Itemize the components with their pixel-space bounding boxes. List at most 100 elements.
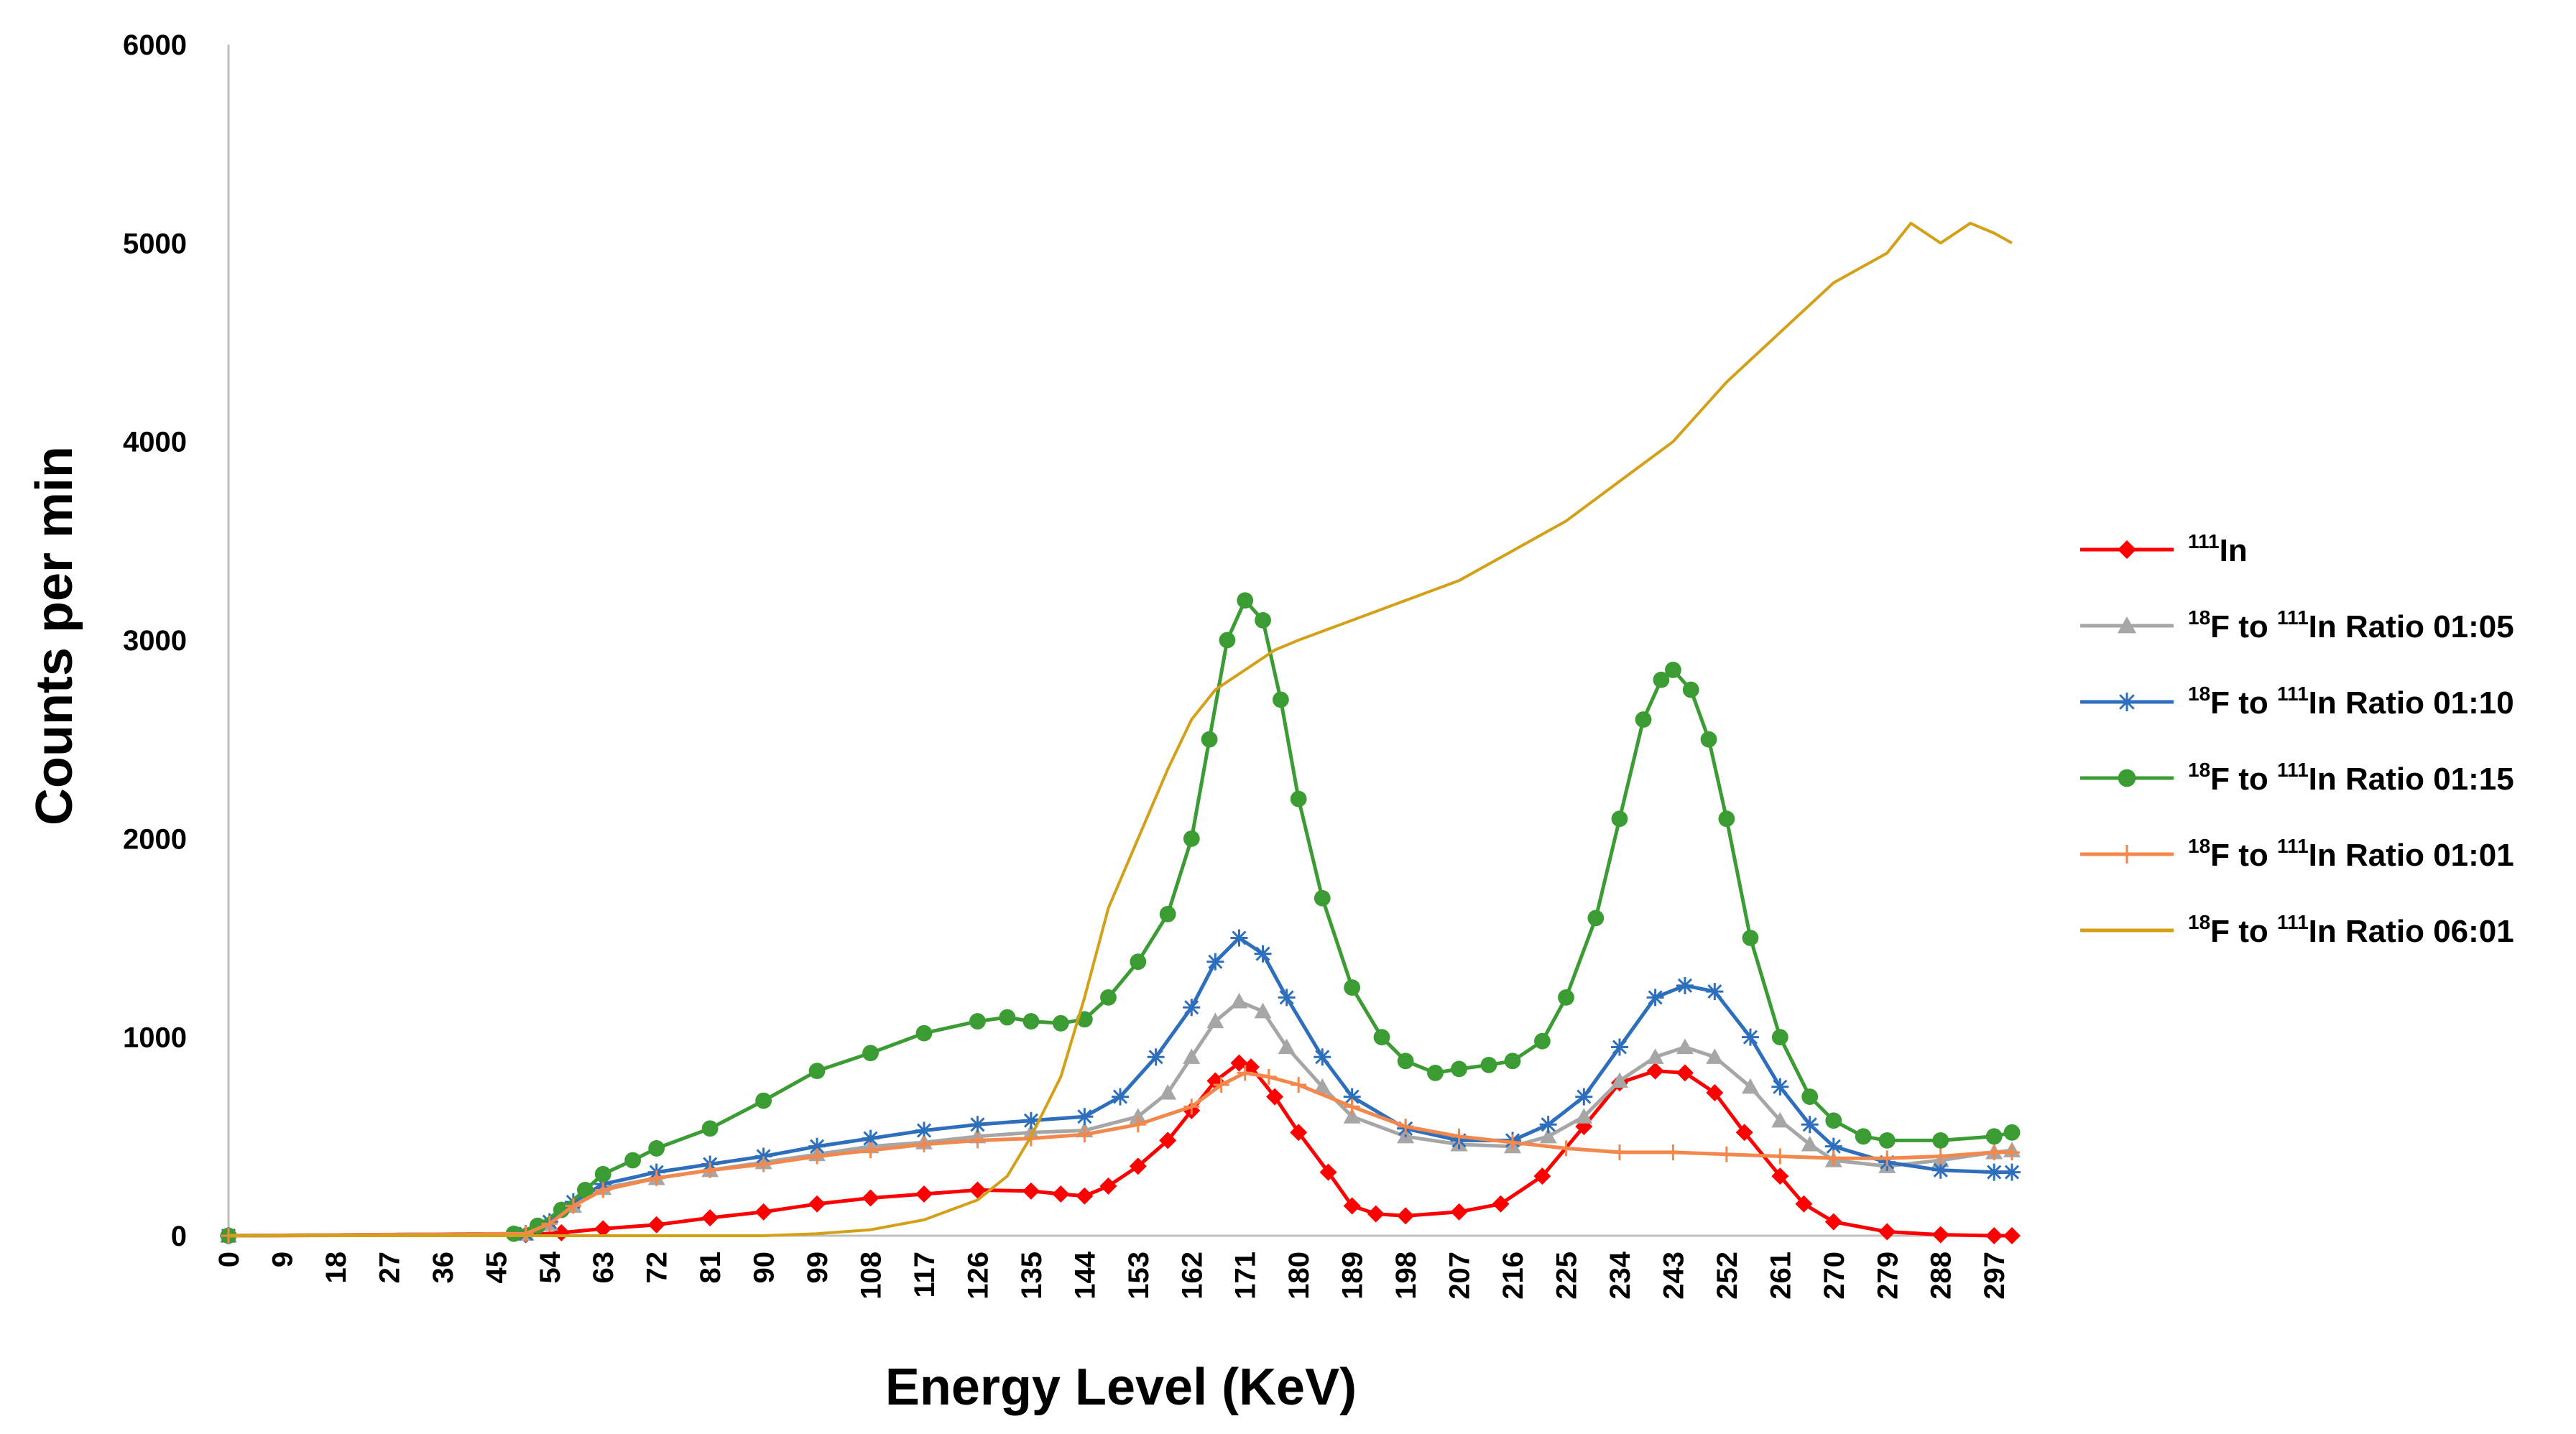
data-point [1242,1058,1260,1076]
x-tick-label: 180 [1283,1252,1315,1300]
data-point [1825,1112,1842,1129]
data-point [1611,1144,1628,1160]
y-tick-label: 3000 [123,625,187,657]
data-point [1706,1084,1724,1102]
data-point [1558,1140,1574,1157]
series-3 [220,592,2021,1244]
x-tick-label: 90 [749,1252,780,1284]
data-point [701,1209,719,1227]
data-point [1343,1108,1361,1124]
x-tick-label: 198 [1390,1252,1422,1300]
data-point [1653,671,1670,688]
y-tick-label: 6000 [123,29,187,61]
x-tick-label: 216 [1497,1252,1529,1300]
tick-labels: 0 1000 2000 3000 4000 5000 6000 0 9 18 27 36 45 54 63 7… [123,29,2011,1300]
data-point [1676,1064,1694,1082]
data-point [1665,1144,1681,1160]
x-tick-label: 261 [1765,1252,1796,1300]
data-point [1771,1029,1788,1046]
data-point [1610,1038,1628,1056]
x-tick-label: 45 [481,1252,512,1284]
data-point [1676,1038,1694,1055]
data-point [862,1045,879,1062]
data-point [1130,1116,1146,1133]
data-point [1183,830,1200,847]
data-point [1878,1132,1896,1149]
series-5 [228,221,2013,1237]
data-point [1635,711,1652,728]
data-point [1237,1065,1253,1081]
data-point [1319,1163,1337,1181]
data-point [1100,989,1117,1006]
data-point [1159,1084,1177,1100]
data-point [1398,1119,1414,1135]
data-point [1206,953,1224,971]
data-point [1254,1002,1272,1019]
data-point [1931,1161,1949,1179]
data-point [808,1137,826,1155]
data-point [1825,1150,1842,1167]
data-point [1291,1076,1307,1093]
legend-label: 18F to 111In Ratio 06:01 [2188,911,2514,949]
data-point [1237,592,1254,609]
data-point [1985,1128,2003,1145]
data-point [1575,1088,1593,1106]
x-axis-title: Energy Level (KeV) [885,1359,1357,1416]
data-point [1646,1048,1664,1064]
data-point [594,1220,612,1238]
data-point [915,1185,933,1203]
data-point [1076,1187,1094,1205]
data-point [1855,1128,1872,1145]
data-point [1772,1148,1788,1165]
data-point [2118,616,2136,634]
data-point [1801,1088,1819,1105]
x-tick-label: 117 [909,1252,941,1298]
axes [227,45,2012,1237]
data-point [594,1165,611,1183]
data-point [1112,1088,1129,1106]
data-point [1706,983,1724,1001]
data-point [1771,1111,1789,1128]
data-point [1611,810,1628,828]
x-tick-label: 171 [1230,1252,1262,1300]
x-tick-label: 234 [1605,1251,1636,1299]
data-point [1718,810,1735,828]
x-tick-label: 252 [1712,1252,1743,1300]
data-point [754,1147,772,1165]
data-point [1742,930,1759,946]
x-tick-label: 279 [1872,1252,1903,1300]
legend-label: 18F to 111In Ratio 01:05 [2188,606,2514,644]
data-point [1986,1144,2003,1160]
data-point [915,1121,933,1139]
data-point [1741,1028,1759,1046]
data-point [1367,1205,1385,1223]
data-point [969,1116,987,1134]
legend-entry: 18F to 111In Ratio 01:15 [2080,759,2514,797]
data-point [969,1181,987,1199]
data-point [1022,1111,1040,1129]
data-point [1451,1128,1467,1144]
data-point [1931,1226,1949,1244]
data-point [915,1024,933,1042]
data-point [1878,1223,1896,1241]
data-point [1718,1146,1735,1162]
data-point [969,1013,986,1030]
data-point [1932,1148,1949,1165]
data-point [1665,662,1681,678]
legend-entry: 18F to 111In Ratio 01:05 [2080,606,2514,644]
data-point [1771,1167,1789,1185]
data-point [1206,1012,1224,1029]
data-point [862,1189,880,1207]
x-tick-label: 108 [856,1252,887,1300]
data-point [1985,1163,2003,1181]
data-point [755,1156,772,1172]
x-tick-label: 153 [1123,1252,1155,1300]
data-point [1344,979,1361,996]
data-point [755,1092,772,1109]
data-point [1575,1108,1593,1124]
data-point [1534,1032,1551,1050]
data-point [1646,989,1664,1007]
data-point [2003,1124,2021,1141]
